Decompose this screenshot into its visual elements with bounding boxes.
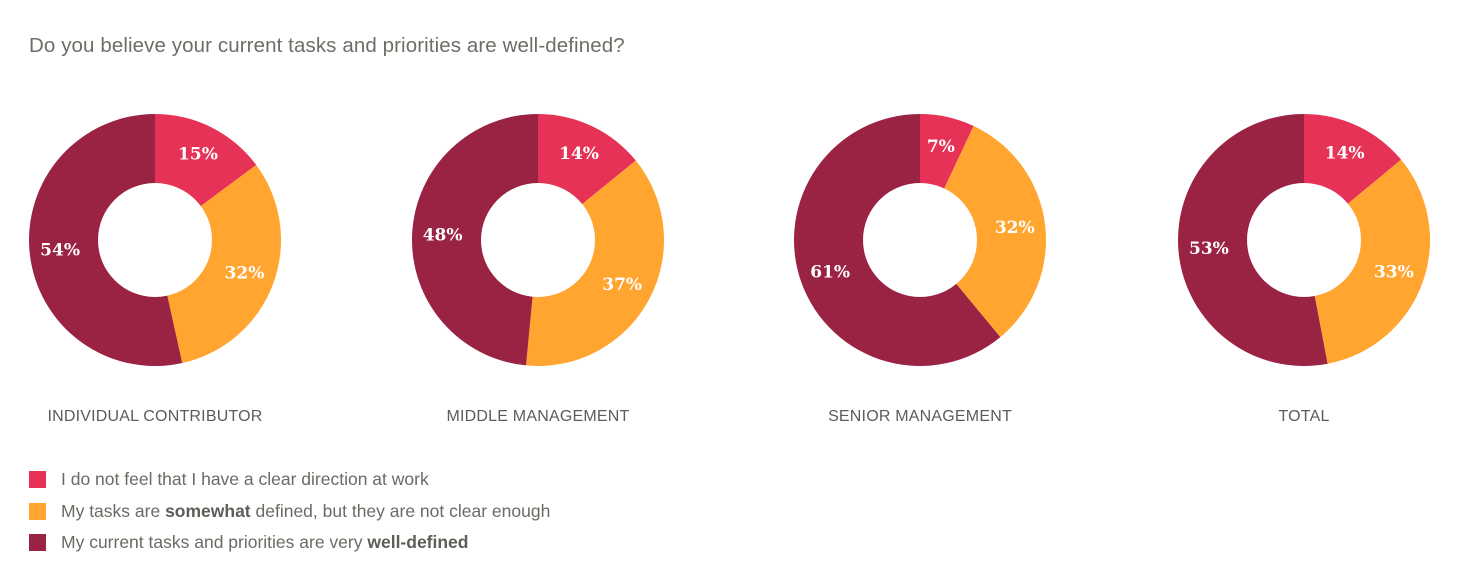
donut-hole (1247, 183, 1361, 297)
legend-label-somewhat: My tasks are somewhat defined, but they … (61, 501, 550, 522)
legend-item-unclear: I do not feel that I have a clear direct… (29, 464, 550, 496)
legend-item-well-defined: My current tasks and priorities are very… (29, 527, 550, 559)
slice-senior-management-1 (920, 125, 1047, 338)
slice-middle-management-1 (526, 160, 664, 367)
slice-label-senior-management-0: 7% (927, 137, 955, 157)
slice-label-middle-management-2: 48% (423, 225, 463, 245)
donut-hole (863, 183, 977, 297)
slice-total-1 (1304, 159, 1431, 364)
legend-text-bold: well-defined (367, 532, 469, 553)
legend-label-well-defined: My current tasks and priorities are very… (61, 532, 468, 553)
slice-label-total-0: 14% (1325, 144, 1365, 164)
group-label-individual-contributor: INDIVIDUAL CONTRIBUTOR (47, 408, 263, 425)
slice-label-senior-management-2: 61% (810, 262, 850, 282)
legend-label-unclear: I do not feel that I have a clear direct… (61, 469, 429, 490)
donut-hole (481, 183, 595, 297)
legend-text-pre: I do not feel that I have a clear direct… (61, 469, 429, 490)
legend: I do not feel that I have a clear direct… (29, 464, 550, 559)
legend-text-bold: somewhat (165, 500, 251, 521)
slice-label-individual-contributor-0: 15% (178, 145, 218, 165)
legend-text-post: defined, but they are not clear enough (250, 500, 551, 521)
slice-label-individual-contributor-1: 32% (225, 263, 265, 283)
group-label-total: TOTAL (1278, 408, 1330, 425)
chart-title: Do you believe your current tasks and pr… (29, 34, 625, 57)
slice-label-senior-management-1: 32% (995, 218, 1035, 238)
donut-hole (98, 183, 212, 297)
donut-chart-individual-contributor: 15% 32% 54% (29, 114, 282, 366)
slice-label-total-1: 33% (1374, 262, 1414, 282)
donut-chart-middle-management: 14% 37% 48% (411, 114, 664, 367)
donut-chart-senior-management: 7% 32% 61% (793, 114, 1047, 366)
legend-item-somewhat: My tasks are somewhat defined, but they … (29, 496, 550, 528)
slice-label-individual-contributor-2: 54% (40, 240, 80, 260)
legend-swatch-somewhat (29, 502, 46, 520)
group-label-senior-management: SENIOR MANAGEMENT (828, 408, 1012, 425)
slice-label-middle-management-0: 14% (559, 144, 599, 164)
legend-swatch-unclear (29, 471, 46, 489)
slice-individual-contributor-1 (155, 164, 282, 364)
donut-charts-area: 15% 32% 54% INDIVIDUAL CONTRIBUTOR 14% 37% 48%… (29, 114, 1431, 425)
slice-label-total-2: 53% (1189, 239, 1229, 259)
donut-chart-total: 14% 33% 53% (1178, 114, 1431, 366)
slice-middle-management-2 (411, 114, 538, 366)
group-label-middle-management: MIDDLE MANAGEMENT (446, 408, 630, 425)
legend-text-pre: My current tasks and priorities are very (61, 532, 368, 553)
legend-swatch-well-defined (29, 534, 46, 552)
legend-text-pre: My tasks are (61, 500, 166, 521)
slice-label-middle-management-1: 37% (602, 275, 642, 295)
